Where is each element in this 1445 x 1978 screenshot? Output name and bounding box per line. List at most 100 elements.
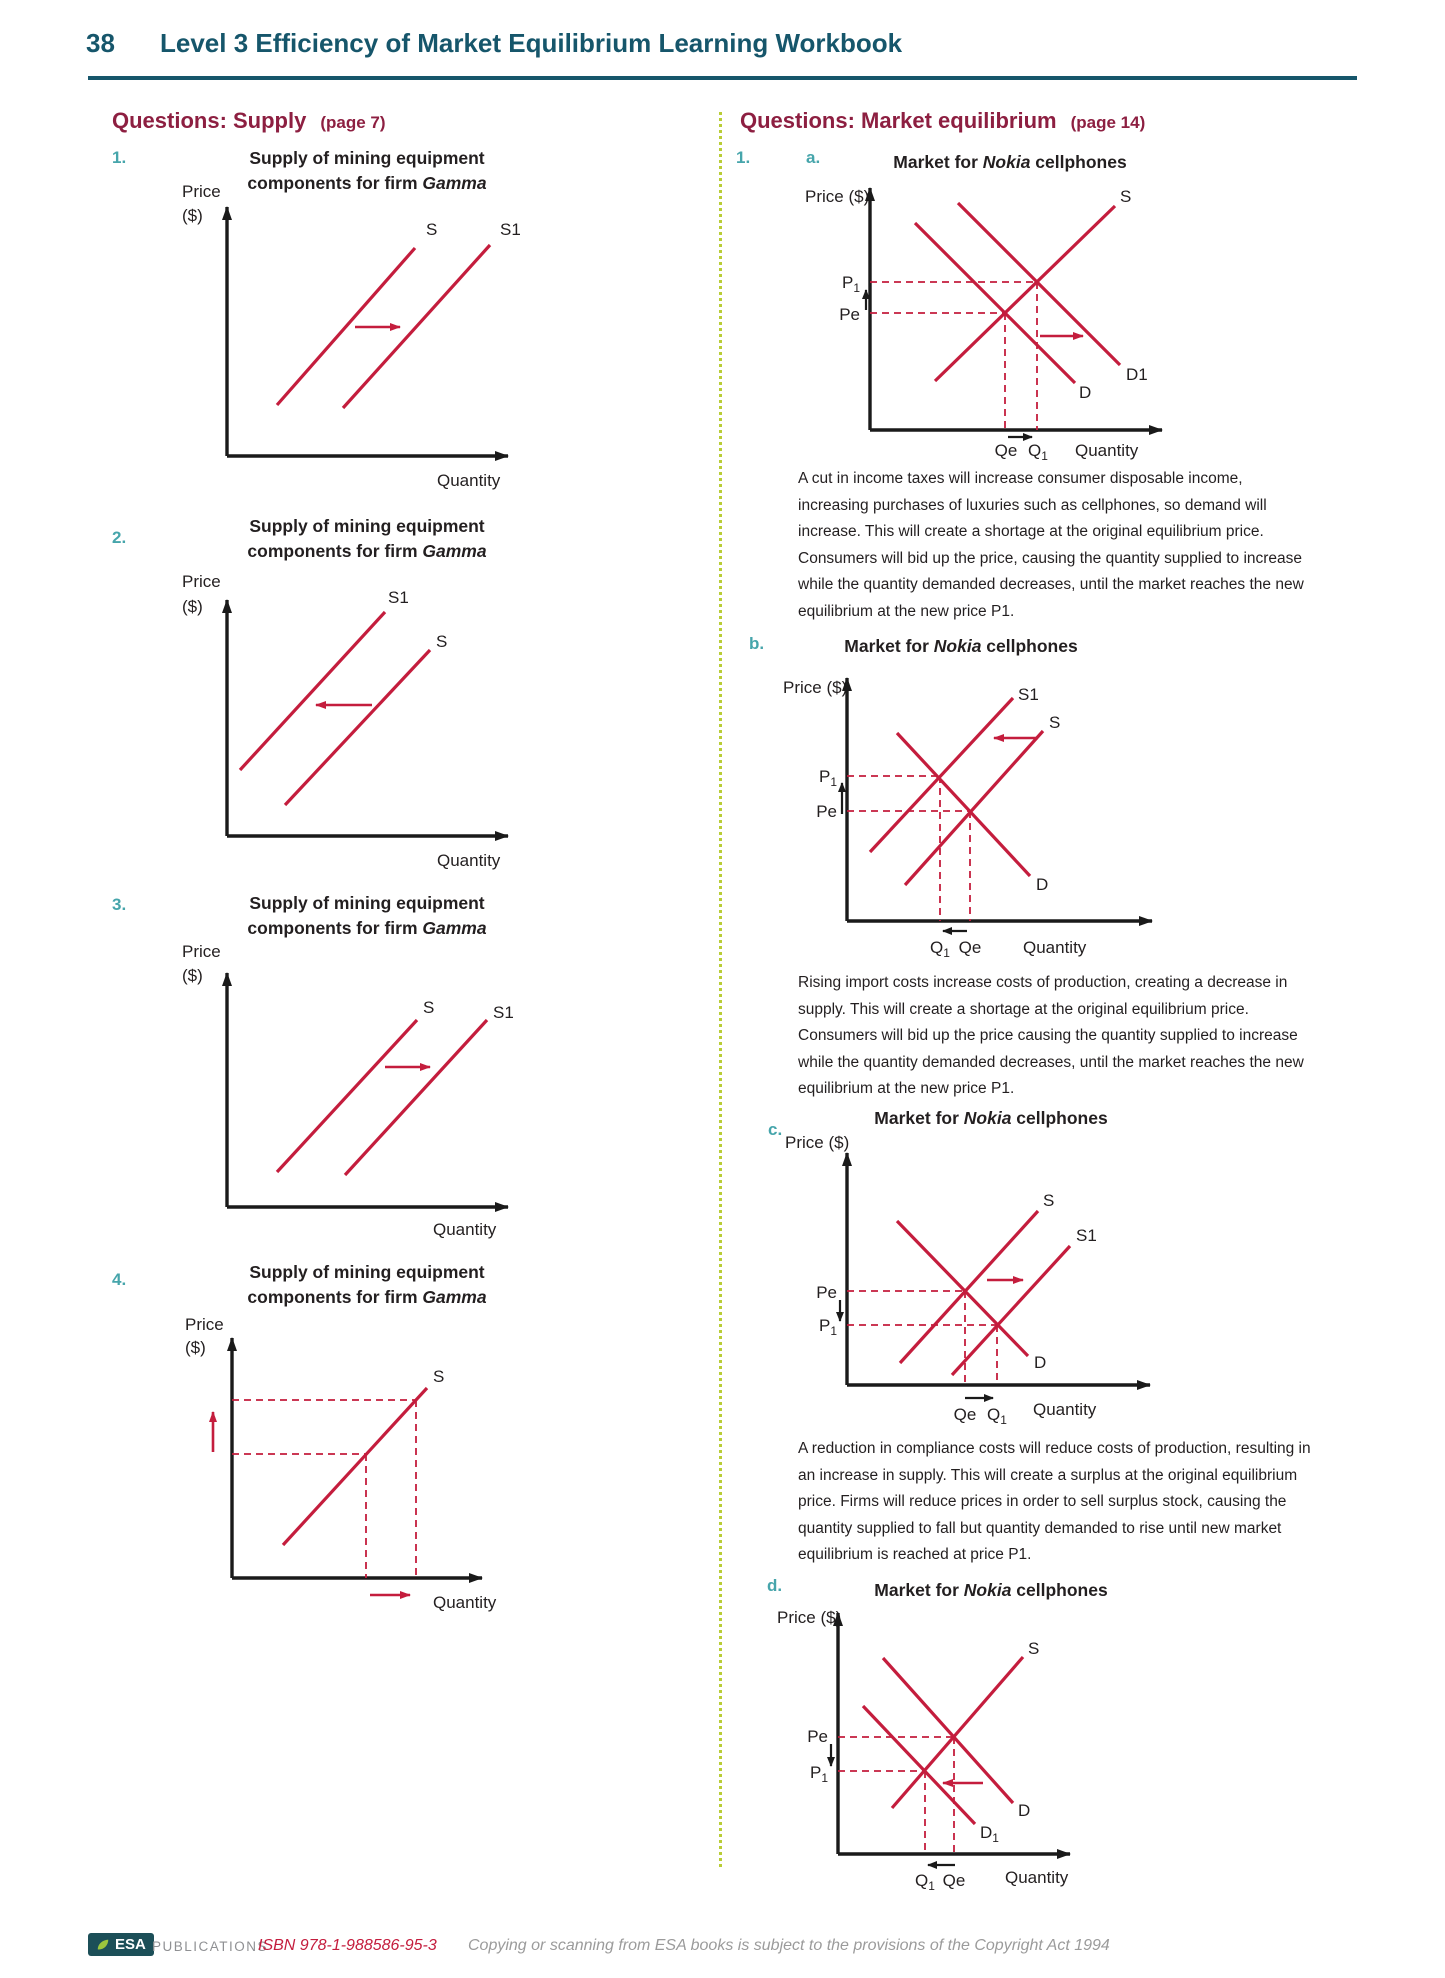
demand-curve-d (895, 1219, 1030, 1358)
publisher-name: PUBLICATIONS (152, 1939, 269, 1954)
s1-label: S1 (500, 220, 521, 239)
firm-name: Gamma (422, 918, 487, 938)
supply-curve-s (275, 246, 417, 407)
publisher-logo-text: ESA (115, 1936, 146, 1953)
figure-title-line1: Supply of mining equipment (249, 148, 485, 168)
supply-item-3-number: 3. (112, 895, 127, 914)
market-part-c-title: Market for Nokia cellphones (874, 1108, 1108, 1128)
market-section-heading: Questions: Market equilibrium (page 14) (740, 108, 1145, 134)
qe-label: Qe (954, 1405, 977, 1424)
supply-curve-s1 (343, 1018, 489, 1177)
firm-name: Gamma (422, 173, 487, 193)
supply-item-2-number: 2. (112, 528, 127, 547)
s1-label: S1 (493, 1003, 514, 1022)
diagram-market-a: Price ($) P1 Pe S D D1 Qe Q1 Quantity (805, 187, 1163, 463)
pe-label: Pe (839, 305, 860, 324)
y-axis-label: Price ($) (785, 1133, 849, 1152)
figure-title-line2: components for firm Gamma (247, 1287, 487, 1307)
s-label: S (436, 632, 447, 651)
p1-label: P1 (810, 1763, 828, 1785)
diagram-market-c: Price ($) Pe P1 S S1 D Qe Q1 Quantity (785, 1133, 1151, 1427)
diagram-market-b: Price ($) P1 Pe S1 S D Q1 Qe Quantity (783, 677, 1153, 960)
supply-curve-s (933, 204, 1117, 383)
supply-curve-s (275, 1018, 419, 1174)
d-label: D (1034, 1353, 1046, 1372)
figure-title-line1: Supply of mining equipment (249, 516, 485, 536)
page-number: 38 (86, 28, 115, 58)
y-axis-label: Price ($) (805, 187, 869, 206)
s-label: S (433, 1367, 444, 1386)
supply-page-ref: (page 7) (320, 113, 386, 132)
q1-label: Q1 (915, 1871, 935, 1893)
s1-label: S1 (1076, 1226, 1097, 1245)
x-axis-label: Quantity (1023, 938, 1087, 957)
x-axis-label: Quantity (1033, 1400, 1097, 1419)
demand-curve-d (881, 1656, 1015, 1805)
publisher-logo: ESA (88, 1933, 154, 1956)
supply-curve-s (903, 729, 1045, 887)
x-axis-label: Quantity (1075, 441, 1139, 460)
diagram-supply-2: Price ($) S1 S Quantity (182, 572, 509, 870)
figure-title-line2: components for firm Gamma (247, 541, 487, 561)
x-axis-label: Quantity (1005, 1868, 1069, 1887)
diagram-supply-1: Price ($) S S1 Quantity (182, 182, 521, 490)
supply-curve-s (890, 1655, 1025, 1810)
column-divider (719, 112, 722, 1867)
supply-curve-s (283, 648, 432, 807)
supply-curve-s (898, 1209, 1040, 1365)
q1-label: Q1 (987, 1405, 1007, 1427)
firm-name: Gamma (422, 1287, 487, 1307)
y-axis-label: Price (182, 572, 221, 591)
supply-item-1-number: 1. (112, 148, 127, 167)
q1-label: Q1 (930, 938, 950, 960)
supply-curve-s1 (341, 243, 492, 410)
market-part-d-title: Market for Nokia cellphones (874, 1580, 1108, 1600)
x-axis-label: Quantity (433, 1593, 497, 1612)
supply-curve-s (281, 1386, 429, 1547)
market-part-c-answer: A reduction in compliance costs will red… (798, 1440, 1311, 1563)
market-page-ref: (page 14) (1070, 113, 1146, 132)
supply-section-heading: Questions: Supply (page 7) (112, 108, 386, 134)
p1-label: P1 (819, 1316, 837, 1338)
d1-label: D1 (1126, 365, 1148, 384)
demand-curve-d1 (861, 1704, 977, 1826)
supply-item-4-number: 4. (112, 1270, 127, 1289)
brand-name: Nokia (963, 1580, 1012, 1600)
y-axis-unit: ($) (182, 597, 203, 616)
figure-title-line2: components for firm Gamma (247, 173, 487, 193)
x-axis-label: Quantity (437, 471, 501, 490)
supply-item-4-title: Supply of mining equipment components fo… (227, 1260, 507, 1310)
demand-curve-d (913, 221, 1077, 385)
market-part-a-letter: a. (806, 148, 821, 167)
s-label: S (1049, 713, 1060, 732)
s-label: S (1028, 1639, 1039, 1658)
pe-label: Pe (816, 1283, 837, 1302)
brand-name: Nokia (933, 636, 982, 656)
s-label: S (1120, 187, 1131, 206)
y-axis-label: Price ($) (777, 1608, 841, 1627)
leaf-icon (97, 1939, 109, 1949)
qe-label: Qe (943, 1871, 966, 1890)
supply-curve-s1 (950, 1244, 1072, 1377)
market-part-a-title: Market for Nokia cellphones (893, 152, 1127, 172)
s-label: S (423, 998, 434, 1017)
market-part-b-title: Market for Nokia cellphones (844, 636, 1078, 656)
y-axis-label: Price (182, 942, 221, 961)
s1-label: S1 (1018, 685, 1039, 704)
q1-label: Q1 (1028, 441, 1048, 463)
s-label: S (1043, 1191, 1054, 1210)
copyright-notice: Copying or scanning from ESA books is su… (468, 1937, 1110, 1954)
p1-label: P1 (842, 273, 860, 295)
demand-curve-d1 (956, 201, 1122, 367)
y-axis-unit: ($) (182, 206, 203, 225)
figure-title-line1: Supply of mining equipment (249, 893, 485, 913)
market-part-d-letter: d. (767, 1576, 783, 1595)
y-axis-label: Price (182, 182, 221, 201)
figure-title-line2: components for firm Gamma (247, 918, 487, 938)
page-title: Level 3 Efficiency of Market Equilibrium… (160, 28, 903, 58)
isbn: ISBN 978-1-988586-95-3 (258, 1937, 437, 1954)
supply-item-3-title: Supply of mining equipment components fo… (227, 891, 507, 941)
supply-curve-s1 (238, 610, 387, 772)
market-heading-text: Questions: Market equilibrium (740, 108, 1057, 133)
